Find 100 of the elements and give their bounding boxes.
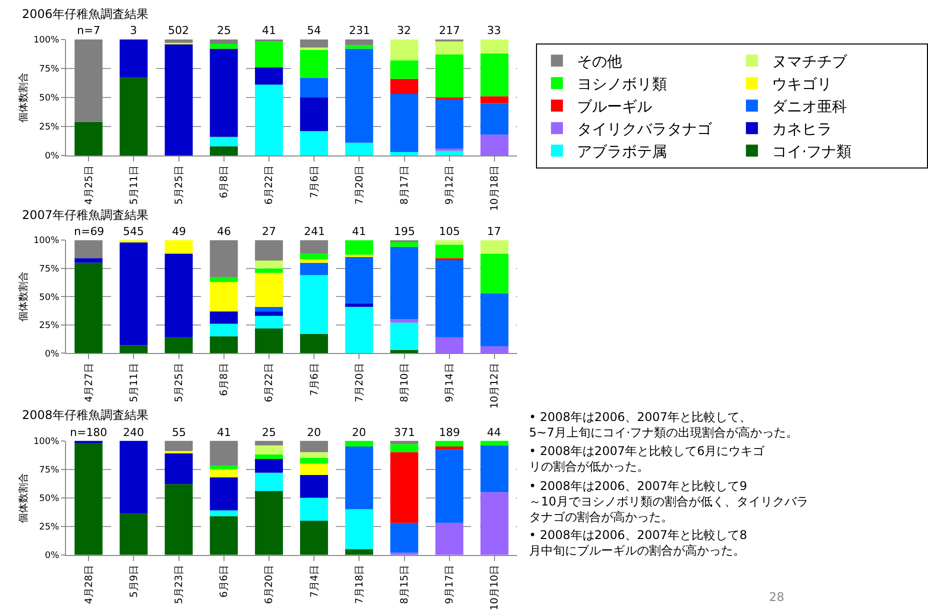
x-tick-label: 7月6日 (309, 363, 320, 396)
bar (345, 306, 374, 354)
annotation: 44 (487, 426, 501, 439)
text: • 2008年は2007年と比較して6月にウキゴリの割合が低かった。 (529, 444, 766, 474)
bar (210, 477, 238, 510)
y-tick-label: 50% (39, 292, 60, 303)
annotation: 32 (397, 24, 411, 37)
bar (120, 440, 148, 514)
x-tick-label: 9月17日 (444, 564, 456, 604)
annotation: 54 (307, 24, 321, 37)
bar (435, 54, 464, 98)
y-tick-label: 25% (39, 122, 60, 133)
bar (435, 150, 464, 156)
bar (390, 322, 418, 350)
y-tick-label: 25% (39, 321, 60, 332)
x-tick-label: 8月10日 (400, 363, 410, 402)
bar (435, 446, 464, 450)
annotation: 105 (439, 225, 460, 238)
bar (300, 78, 328, 98)
bar (210, 466, 238, 470)
bar (300, 275, 328, 334)
bar (480, 53, 508, 96)
bar (254, 240, 283, 260)
annotation: 25 (262, 426, 276, 439)
bar (345, 549, 374, 555)
annotation: 41 (217, 426, 231, 439)
bar (254, 311, 283, 316)
bar (435, 244, 464, 258)
annotation: 33 (487, 24, 501, 37)
x-tick-label: 5月25日 (174, 165, 185, 205)
x-tick-label: 6月22日 (264, 165, 276, 205)
bar (300, 474, 328, 498)
bar (480, 293, 508, 346)
bar (390, 152, 418, 156)
bar (210, 146, 238, 156)
x-tick-label: 6月22日 (264, 363, 276, 402)
bar (300, 262, 328, 276)
bar (164, 484, 193, 555)
bar (254, 67, 283, 85)
bar (435, 337, 464, 354)
legend-label: ブルーギル (576, 97, 652, 116)
annotation: 3 (130, 24, 137, 37)
bar (435, 40, 464, 55)
legend-label: ウキゴリ (772, 74, 832, 93)
bar (390, 78, 418, 94)
y-tick-label: 75% (39, 465, 60, 476)
x-tick-label: 6月8日 (219, 363, 230, 396)
chart-title: 2008年仔稚魚調査結果 (22, 408, 149, 422)
legend-label: ヨシノボリ類 (576, 74, 667, 93)
bar (390, 39, 418, 60)
bar (120, 39, 148, 78)
x-tick-label: 7月18日 (354, 564, 366, 604)
bar (74, 39, 103, 122)
annotation: 195 (394, 225, 415, 238)
y-tick-label: 100% (33, 436, 60, 447)
bar (254, 490, 283, 555)
chart-title: 2006年仔稚魚調査結果 (22, 7, 149, 21)
bar (345, 45, 374, 49)
bar (254, 445, 283, 454)
annotation: 231 (349, 24, 370, 37)
bar (210, 136, 238, 146)
bar (210, 336, 238, 354)
x-tick-label: 5月23日 (174, 564, 185, 604)
bar (120, 514, 148, 555)
legend-label: その他 (576, 52, 622, 70)
bar (345, 440, 374, 446)
bar (254, 472, 283, 491)
x-tick-label: 5月11日 (128, 363, 140, 402)
bar (345, 257, 374, 304)
y-tick-label: 0% (44, 551, 60, 562)
bar (210, 282, 238, 312)
x-tick-label: 10月18日 (490, 165, 501, 211)
bar (300, 131, 328, 156)
bar (345, 142, 374, 156)
y-tick-label: 0% (44, 152, 60, 162)
legend-label: ヌマチチブ (772, 52, 848, 70)
annotation: 20 (352, 426, 366, 439)
bar (300, 464, 328, 475)
bar (210, 48, 238, 137)
bar (74, 122, 103, 156)
bar (210, 440, 238, 466)
legend-label: コイ·フナ類 (772, 142, 852, 160)
bar (164, 44, 193, 156)
chart-title: 2007年仔稚魚調査結果 (22, 208, 149, 222)
bar (254, 272, 283, 307)
annotation: n=69 (74, 225, 104, 238)
x-tick-label: 4月27日 (84, 363, 95, 402)
annotation: 241 (304, 225, 325, 238)
x-tick-label: 9月12日 (444, 165, 456, 205)
annotation: 217 (439, 24, 460, 37)
x-tick-label: 4月25日 (84, 165, 95, 205)
y-axis-title: 個体数割合 (17, 72, 30, 122)
text: • 2008年は2006、2007年と比較して9～10月でヨシノボリ類の割合が低く、タイリクバラタナゴの割合が高かった。 (529, 479, 808, 524)
x-tick-label: 5月11日 (128, 165, 140, 205)
bar (74, 443, 103, 555)
bar (435, 98, 464, 149)
x-tick-label: 8月15日 (400, 564, 410, 604)
bar (435, 522, 464, 555)
legend-label: カネヒラ (772, 120, 832, 138)
bar (435, 259, 464, 338)
